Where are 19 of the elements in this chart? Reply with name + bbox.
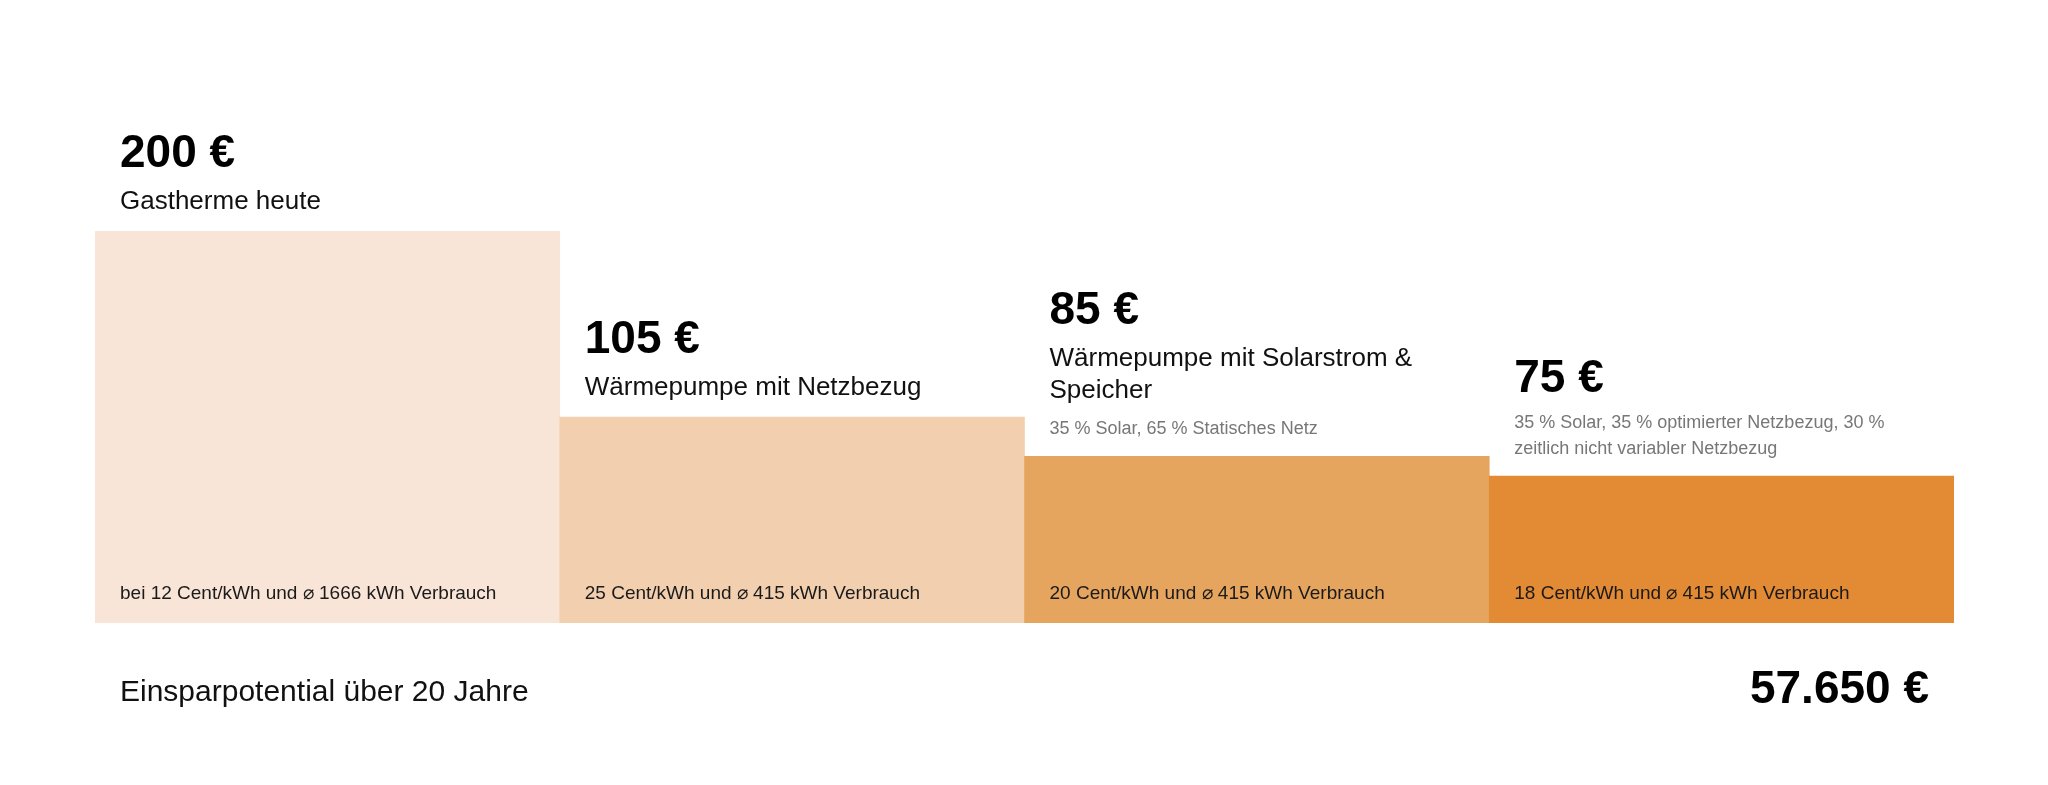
text: Einsparpotential über 20 Jahre — [120, 674, 529, 707]
data-label: 75 € — [1514, 350, 1604, 402]
annotation: 25 Cent/kWh und ⌀ 415 kWh Verbrauch — [584, 582, 920, 603]
annotation: 35 % Solar, 65 % Statisches Netz — [1049, 418, 1318, 439]
data-label: 200 € — [120, 125, 236, 177]
annotation: bei 12 Cent/kWh und ⌀ 1666 kWh Verbrauch — [120, 582, 497, 603]
bar — [559, 416, 1025, 623]
x-tick-label: Gastherme heute — [120, 185, 321, 215]
annotation: 18 Cent/kWh und ⌀ 415 kWh Verbrauch — [1514, 582, 1850, 603]
annotation: 20 Cent/kWh und ⌀ 415 kWh Verbrauch — [1049, 582, 1385, 603]
data-label: 85 € — [1049, 282, 1140, 335]
bar — [95, 231, 561, 623]
text: 57.650 € — [1749, 661, 1929, 713]
x-tick-label: Wärmepumpe mit Netzbezug — [584, 371, 922, 402]
annotation: 35 % Solar, 35 % optimierter Netzbezug, 30 % zeitlich nicht variabler Netzbezug — [1514, 412, 1885, 458]
bar — [1488, 475, 1954, 623]
bar — [1024, 456, 1490, 623]
data-label: 105 € — [584, 311, 700, 364]
x-tick-label: Wärmepumpe mit Solarstrom & Speicher — [1049, 342, 1413, 405]
